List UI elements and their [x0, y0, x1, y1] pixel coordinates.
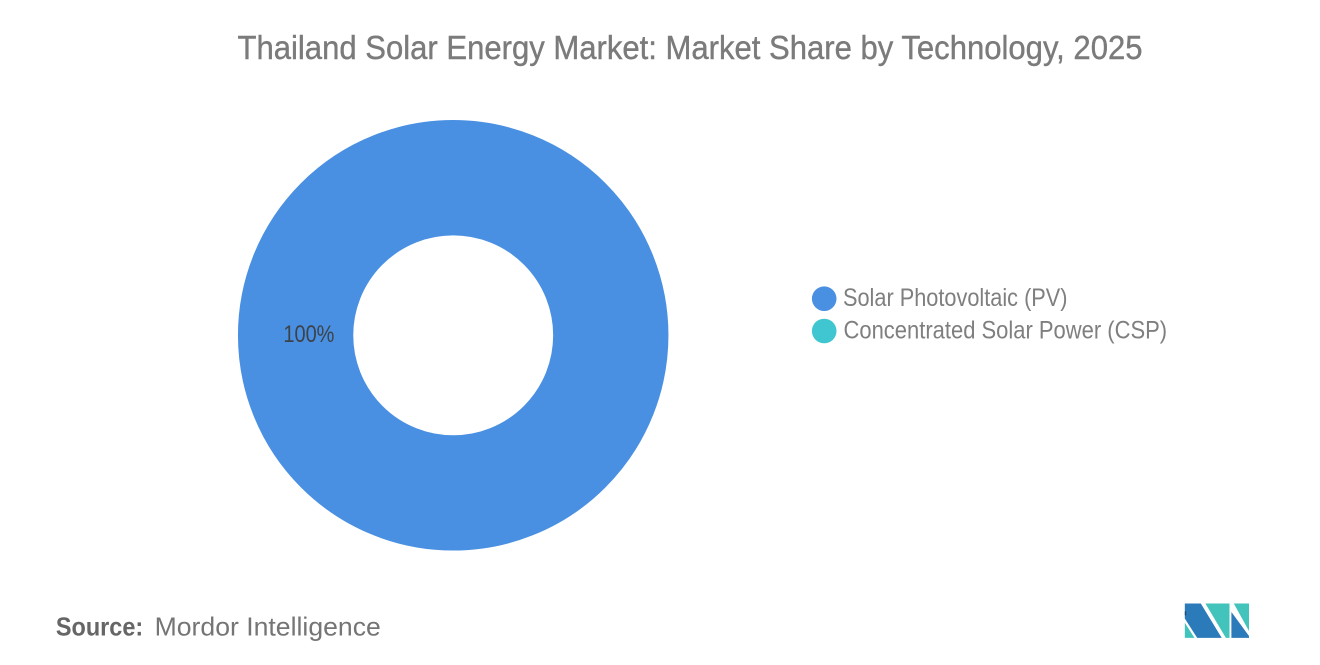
svg-text:Source:: Source: — [56, 611, 143, 641]
svg-text:Mordor Intelligence: Mordor Intelligence — [155, 611, 381, 641]
svg-text:Concentrated Solar Power (CSP): Concentrated Solar Power (CSP) — [844, 316, 1168, 344]
svg-text:100%: 100% — [283, 321, 334, 348]
svg-text:Thailand Solar Energy Market:: Thailand Solar Energy Market: Market Sha… — [238, 30, 1143, 67]
svg-text:Solar Photovoltaic (PV): Solar Photovoltaic (PV) — [843, 284, 1068, 312]
